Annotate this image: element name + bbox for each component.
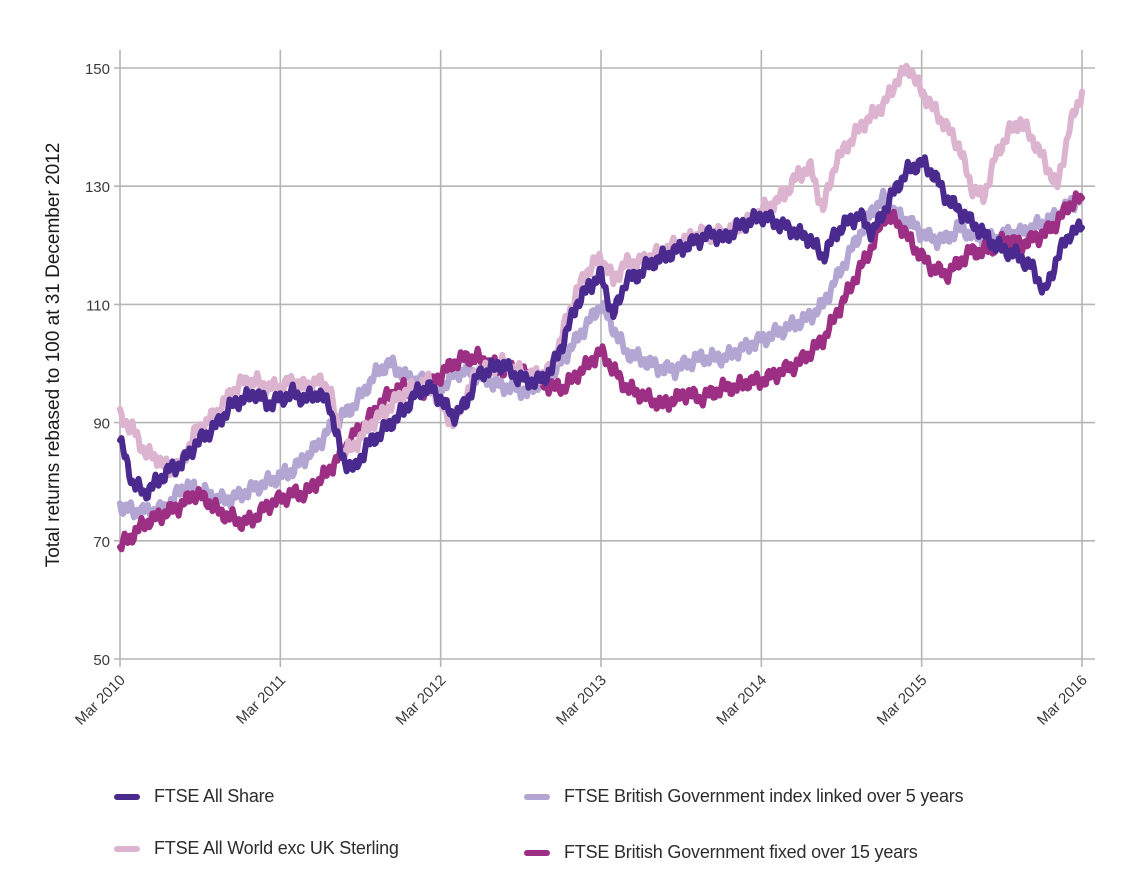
- series-line-ftse-british-government-fixed-over-15-years: [117, 190, 1085, 553]
- series-line-ftse-british-government-index-linked-over-5-years: [117, 187, 1085, 523]
- grid: [114, 50, 1095, 667]
- x-tick-label: Mar 2010: [72, 672, 129, 729]
- x-tick-label: Mar 2012: [393, 672, 450, 729]
- y-tick-label: 130: [85, 179, 110, 196]
- x-tick-label: Mar 2011: [233, 672, 289, 728]
- x-tick-label: Mar 2014: [713, 672, 770, 729]
- legend-label: FTSE British Government index linked ove…: [564, 786, 964, 806]
- legend-item-fixed-15y[interactable]: FTSE British Government fixed over 15 ye…: [524, 842, 918, 863]
- series-lines: [117, 62, 1085, 553]
- y-tick-label: 50: [93, 652, 110, 669]
- legend-swatch-ftse-all-world: [114, 845, 140, 852]
- legend-item-ftse-all-world[interactable]: FTSE All World exc UK Sterling: [114, 838, 399, 859]
- legend-swatch-fixed-15y: [524, 849, 550, 856]
- series-line-ftse-all-share: [117, 154, 1085, 502]
- y-tick-label: 150: [85, 61, 110, 78]
- y-tick-label: 90: [93, 416, 110, 433]
- legend-label: FTSE All Share: [154, 786, 275, 806]
- y-axis-label: Total returns rebased to 100 at 31 Decem…: [43, 143, 64, 568]
- y-tick-label: 110: [86, 297, 110, 314]
- y-tick-label: 70: [93, 534, 110, 551]
- x-tick-label: Mar 2015: [874, 672, 931, 729]
- legend-item-ftse-all-share[interactable]: FTSE All Share: [114, 786, 274, 807]
- legend-swatch-ftse-all-share: [114, 793, 140, 800]
- x-tick-label: Mar 2016: [1034, 672, 1091, 729]
- legend-swatch-index-linked: [524, 793, 550, 800]
- legend-label: FTSE All World exc UK Sterling: [154, 838, 399, 858]
- legend-label: FTSE British Government fixed over 15 ye…: [564, 842, 918, 862]
- legend-item-index-linked[interactable]: FTSE British Government index linked ove…: [524, 786, 964, 807]
- x-tick-label: Mar 2013: [553, 672, 610, 729]
- series-line-ftse-all-world-exc-uk-sterling: [117, 62, 1085, 479]
